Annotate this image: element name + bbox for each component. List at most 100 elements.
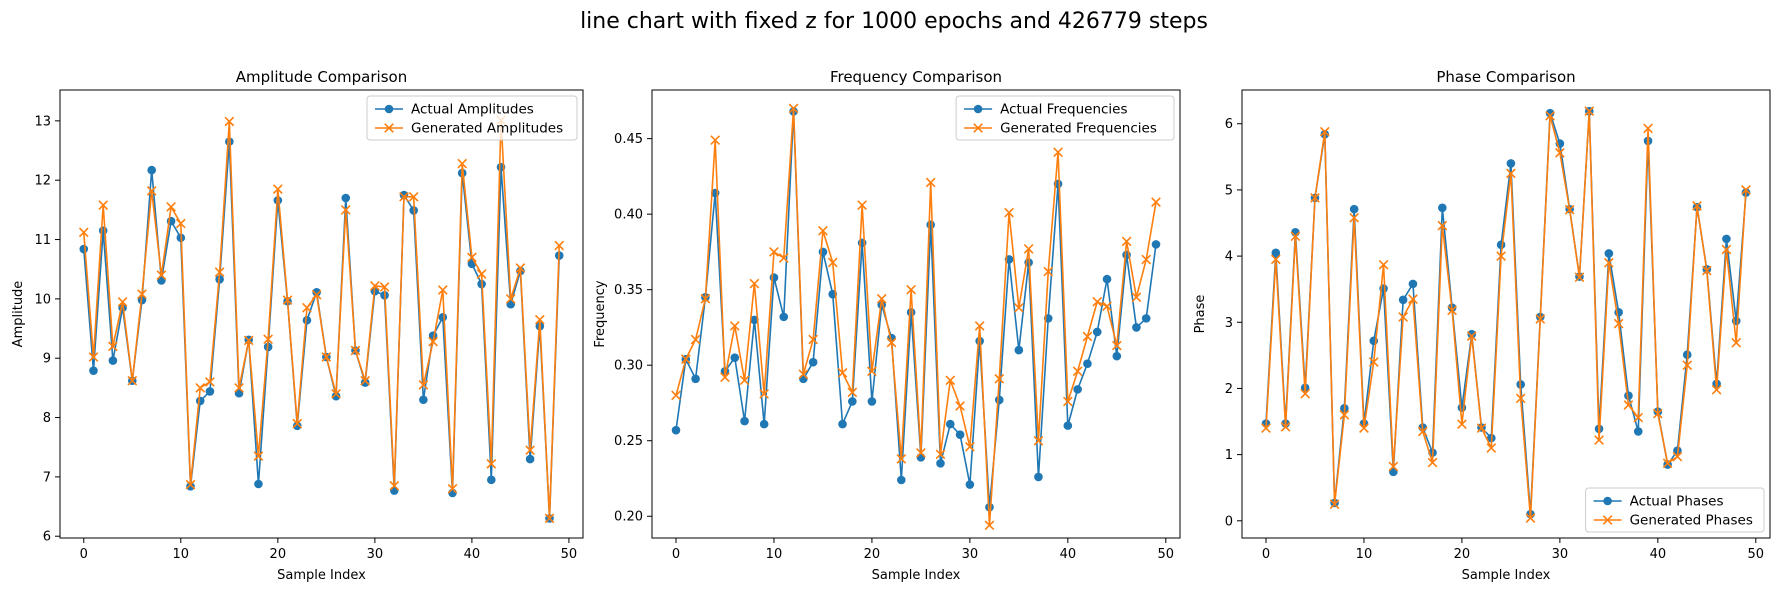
- data-point: [175, 218, 186, 229]
- data-point: [321, 352, 332, 362]
- data-point: [925, 177, 936, 188]
- y-tick-label: 0.20: [614, 510, 643, 525]
- data-point: [389, 480, 400, 491]
- legend-entry: Actual Frequencies: [1000, 102, 1127, 118]
- data-point: [759, 419, 769, 429]
- y-tick-label: 1: [1225, 448, 1233, 463]
- data-point: [1438, 203, 1447, 213]
- data-point: [1368, 357, 1379, 367]
- data-point: [341, 193, 351, 203]
- data-point: [847, 387, 858, 398]
- data-point: [146, 186, 157, 196]
- data-point: [205, 387, 215, 396]
- data-point: [1662, 458, 1673, 469]
- data-point: [867, 366, 877, 377]
- data-point: [156, 270, 167, 280]
- data-point: [671, 390, 681, 401]
- data-point: [1613, 318, 1624, 329]
- data-point: [1092, 327, 1102, 337]
- data-point: [1033, 435, 1044, 446]
- data-point: [1741, 185, 1751, 195]
- data-point: [799, 374, 808, 384]
- data-point: [89, 366, 98, 375]
- data-point: [729, 321, 740, 331]
- data-point: [1623, 400, 1634, 410]
- data-point: [1092, 296, 1103, 307]
- legend-frame: [1585, 487, 1765, 533]
- data-point: [1701, 265, 1712, 276]
- data-point: [671, 425, 681, 435]
- data-point: [389, 486, 399, 495]
- data-point: [1310, 192, 1320, 203]
- data-point: [1466, 331, 1477, 342]
- data-point: [1072, 366, 1083, 377]
- frequency-x-axis-label: Sample Index: [872, 568, 961, 583]
- data-point: [1280, 421, 1291, 432]
- data-point: [98, 200, 109, 210]
- data-point: [1457, 403, 1467, 412]
- data-point: [505, 294, 516, 304]
- amplitude-axes-frame: [59, 89, 584, 539]
- data-point: [1131, 292, 1142, 303]
- legend-marker: [384, 123, 394, 133]
- data-point: [945, 375, 956, 386]
- data-point: [108, 341, 118, 352]
- data-point: [457, 158, 468, 169]
- amplitude-x-axis-label: Sample Index: [277, 568, 366, 583]
- data-point: [916, 447, 926, 458]
- data-point: [1329, 499, 1340, 510]
- amplitude-y-axis-label: Amplitude: [11, 281, 26, 348]
- data-point: [1290, 231, 1301, 242]
- x-tick-label: 10: [766, 547, 783, 562]
- data-point: [1427, 457, 1438, 468]
- x-tick-label: 40: [1650, 547, 1667, 562]
- data-point: [779, 312, 789, 322]
- data-point: [1062, 396, 1073, 407]
- y-tick-label: 9: [43, 352, 51, 367]
- data-point: [1486, 443, 1497, 453]
- data-point: [1339, 410, 1350, 420]
- data-point: [1004, 207, 1014, 218]
- data-point: [1151, 197, 1161, 207]
- data-point: [1132, 323, 1141, 332]
- data-point: [234, 383, 244, 393]
- data-point: [965, 441, 975, 452]
- data-point: [186, 482, 195, 491]
- data-point: [418, 380, 429, 390]
- data-point: [1506, 159, 1516, 168]
- data-point: [302, 302, 312, 313]
- data-point: [205, 377, 215, 387]
- y-tick-label: 8: [43, 411, 51, 426]
- data-point: [1447, 305, 1457, 316]
- data-point: [1121, 236, 1132, 247]
- data-point: [1063, 421, 1073, 430]
- data-point: [1496, 240, 1506, 250]
- data-point: [263, 334, 273, 345]
- y-tick-label: 0.25: [614, 434, 643, 449]
- data-point: [312, 288, 321, 297]
- data-point: [690, 334, 701, 345]
- data-point: [1141, 314, 1151, 323]
- data-point: [1398, 312, 1409, 322]
- data-point: [1271, 248, 1281, 258]
- y-tick-label: 12: [34, 174, 51, 189]
- data-point: [896, 453, 907, 464]
- amplitude-series-generated: [78, 115, 565, 524]
- data-point: [1408, 279, 1418, 289]
- data-point: [340, 204, 351, 215]
- data-point: [438, 312, 448, 322]
- data-point: [88, 352, 99, 362]
- data-point: [1594, 435, 1604, 445]
- data-point: [1112, 351, 1122, 361]
- data-point: [554, 240, 565, 251]
- legend-entry: Generated Amplitudes: [411, 121, 563, 137]
- data-point: [515, 263, 526, 273]
- data-point: [1692, 200, 1702, 211]
- data-point: [1013, 302, 1024, 313]
- data-point: [1319, 126, 1330, 137]
- data-point: [331, 388, 341, 399]
- data-point: [1398, 295, 1408, 305]
- data-point: [750, 315, 759, 325]
- data-point: [78, 227, 89, 238]
- data-point: [759, 389, 770, 399]
